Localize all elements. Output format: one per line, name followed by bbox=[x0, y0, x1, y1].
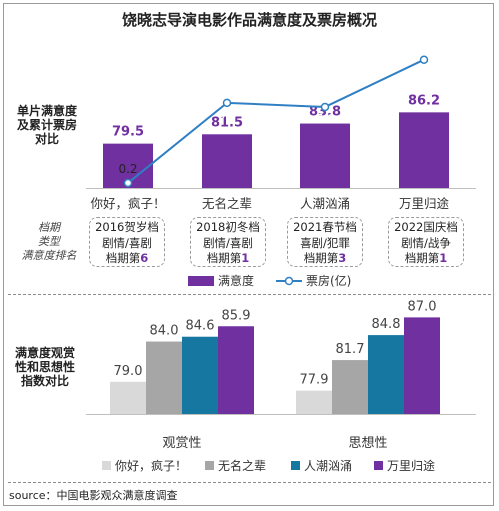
box-office-value-label: 0.2 bbox=[118, 162, 137, 176]
index-value-label: 87.0 bbox=[408, 299, 437, 314]
category-label: 你好，疯子！ bbox=[90, 196, 165, 211]
legend-label: 万里归途 bbox=[387, 458, 435, 473]
film-period: 2021春节档 bbox=[293, 220, 357, 234]
index-bar bbox=[146, 341, 182, 414]
legend-label: 无名之辈 bbox=[218, 458, 266, 473]
section-divider bbox=[8, 294, 491, 295]
index-value-label: 85.9 bbox=[222, 308, 251, 323]
film-info-box: 2021春节档 喜剧/犯罪 档期第3 bbox=[287, 217, 363, 267]
bottom-section-label: 满意度观赏性和思想性指数对比 bbox=[14, 346, 75, 388]
rank-prefix: 档期第 bbox=[404, 251, 440, 265]
meta-label-genre: 类型 bbox=[38, 235, 60, 248]
category-label: 人潮汹涌 bbox=[300, 196, 350, 211]
rank-prefix: 档期第 bbox=[303, 251, 339, 265]
rank-number: 1 bbox=[241, 251, 250, 265]
satisfaction-bar bbox=[399, 112, 449, 188]
film-period: 2018初冬档 bbox=[196, 220, 260, 234]
index-bar bbox=[332, 360, 368, 414]
rank-prefix: 档期第 bbox=[206, 251, 242, 265]
index-bar bbox=[218, 326, 254, 414]
film-info-box: 2018初冬档 剧情/喜剧 档期第1 bbox=[190, 217, 266, 267]
rank-number: 3 bbox=[338, 251, 347, 265]
index-bar bbox=[368, 335, 404, 414]
box-office-line bbox=[127, 58, 425, 184]
satisfaction-value-label: 81.5 bbox=[211, 115, 243, 130]
chart-frame bbox=[3, 3, 494, 506]
source-note: source：中国电影观众满意度调查 bbox=[9, 489, 178, 502]
legend-label: 人潮汹涌 bbox=[304, 458, 352, 473]
index-bar bbox=[110, 381, 146, 414]
category-label: 思想性 bbox=[348, 435, 387, 451]
film-rank: 档期第1 bbox=[389, 251, 463, 267]
film-rank: 档期第3 bbox=[288, 251, 362, 267]
index-bar bbox=[296, 390, 332, 414]
film-rank: 档期第1 bbox=[191, 251, 265, 267]
index-bar bbox=[182, 336, 218, 414]
legend-swatch bbox=[102, 461, 111, 470]
legend-satisfaction-swatch bbox=[188, 276, 214, 286]
film-period: 2016贺岁档 bbox=[95, 220, 159, 234]
film-genre: 剧情/战争 bbox=[401, 235, 451, 250]
film-genre: 剧情/喜剧 bbox=[203, 235, 253, 250]
satisfaction-value-label: 83.8 bbox=[309, 105, 341, 120]
category-label: 万里归途 bbox=[399, 196, 450, 211]
box-office-point bbox=[419, 55, 429, 64]
index-value-label: 84.6 bbox=[186, 319, 215, 334]
film-genre: 喜剧/犯罪 bbox=[300, 235, 350, 250]
top-section-label: 单片满意度及累计票房对比 bbox=[16, 104, 77, 146]
box-office-value-label: 8.0 bbox=[217, 108, 236, 122]
film-rank: 档期第6 bbox=[90, 251, 164, 267]
box-office-point bbox=[123, 178, 133, 188]
legend-box-office-marker bbox=[284, 276, 294, 286]
index-value-label: 84.0 bbox=[150, 324, 179, 339]
legend-swatch bbox=[205, 461, 214, 470]
box-office-point bbox=[320, 102, 330, 112]
satisfaction-bar bbox=[300, 123, 350, 188]
rank-number: 1 bbox=[439, 251, 448, 265]
index-value-label: 81.7 bbox=[336, 342, 365, 357]
rank-prefix: 档期第 bbox=[105, 251, 141, 265]
legend-box-office-label: 票房(亿) bbox=[306, 273, 351, 288]
film-info-box: 2016贺岁档 剧情/喜剧 档期第6 bbox=[89, 217, 165, 267]
category-label: 观赏性 bbox=[162, 436, 201, 451]
legend-label: 你好，疯子！ bbox=[115, 458, 187, 473]
meta-label-period: 档期 bbox=[38, 221, 60, 234]
satisfaction-value-label: 79.5 bbox=[112, 125, 144, 140]
source-divider bbox=[8, 482, 491, 483]
index-bar bbox=[404, 317, 440, 414]
legend-swatch bbox=[374, 461, 383, 470]
satisfaction-value-label: 86.2 bbox=[408, 93, 440, 108]
legend-swatch bbox=[291, 461, 300, 470]
legend-satisfaction-label: 满意度 bbox=[218, 273, 254, 288]
box-office-value-label: 12.2 bbox=[411, 65, 438, 79]
category-label: 无名之辈 bbox=[202, 196, 252, 211]
meta-label: 档期 类型 满意度排名 bbox=[14, 221, 84, 263]
box-office-value-label: 7.6 bbox=[315, 112, 334, 126]
film-genre: 剧情/喜剧 bbox=[102, 235, 152, 250]
box-office-point bbox=[222, 98, 232, 108]
index-value-label: 84.8 bbox=[372, 317, 401, 332]
meta-label-rank: 满意度排名 bbox=[21, 249, 77, 262]
chart-title: 饶晓志导演电影作品满意度及票房概况 bbox=[121, 11, 377, 29]
satisfaction-bar bbox=[202, 134, 252, 188]
rank-number: 6 bbox=[140, 251, 149, 265]
index-value-label: 77.9 bbox=[300, 373, 329, 388]
index-value-label: 79.0 bbox=[114, 364, 143, 379]
film-info-box: 2022国庆档 剧情/战争 档期第1 bbox=[388, 217, 464, 267]
film-period: 2022国庆档 bbox=[394, 220, 458, 234]
